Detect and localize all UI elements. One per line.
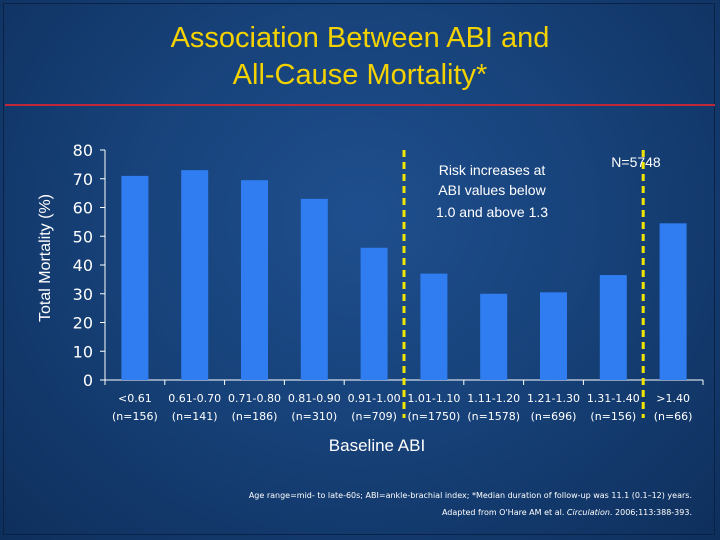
x-tick-label-1: <0.61 [118, 392, 152, 405]
y-tick-label-10: 10 [73, 342, 93, 361]
y-tick-label-80: 80 [73, 141, 93, 160]
x-count-label-4: (n=310) [291, 410, 337, 423]
footnote-line-1: Age range=mid- to late-60s; ABI=ankle-br… [248, 491, 692, 500]
bar-6 [420, 273, 448, 380]
x-count-label-3: (n=186) [232, 410, 278, 423]
bar-2 [181, 170, 209, 380]
x-tick-label-10: >1.40 [656, 392, 690, 405]
y-tick-label-60: 60 [73, 199, 93, 218]
reference-lines [402, 150, 645, 418]
x-count-label-2: (n=141) [172, 410, 218, 423]
y-tick-label-40: 40 [73, 256, 93, 275]
x-tick-label-8: 1.21-1.30 [527, 392, 580, 405]
title-line-1: Association Between ABI and [170, 22, 550, 54]
y-tick-label-70: 70 [73, 170, 93, 189]
bars [121, 170, 687, 380]
bar-8 [540, 292, 567, 380]
x-tick-labels: <0.61 (n=156) 0.61-0.70 (n=141) 0.71-0.80 (n=… [112, 392, 692, 423]
annotation-line-1: Risk increases at [439, 162, 546, 178]
x-count-label-5: (n=709) [351, 410, 397, 423]
footnote-line-2: Adapted from O'Hare AM et al. Circulatio… [172, 504, 692, 521]
title-line-2: All-Cause Mortality* [232, 59, 488, 91]
slide-frame [3, 3, 715, 535]
slide-title: Association Between ABI and All-Cause Mo… [60, 20, 660, 94]
annotation-line-2: ABI values below [438, 182, 546, 198]
footnote: Age range=mid- to late-60s; ABI=ankle-br… [172, 487, 692, 521]
bar-9 [599, 275, 627, 380]
footnote-citation-prefix: Adapted from O'Hare AM et al. [441, 508, 567, 517]
x-tick-label-4: 0.81-0.90 [288, 392, 341, 405]
bar-7 [480, 293, 508, 380]
x-tick-label-6: 1.01-1.10 [407, 392, 460, 405]
bar-10 [659, 223, 687, 380]
y-axis-label: Total Mortality (%) [37, 194, 54, 322]
x-count-label-9: (n=156) [590, 410, 636, 423]
y-tick-label-0: 0 [83, 371, 93, 390]
x-axis-label: Baseline ABI [329, 436, 425, 455]
x-count-label-10: (n=66) [654, 410, 693, 423]
y-tick-labels: 0 10 20 30 40 50 60 70 80 [73, 141, 93, 390]
bar-1 [121, 175, 149, 380]
x-tick-label-9: 1.31-1.40 [587, 392, 640, 405]
y-tick-label-20: 20 [73, 314, 93, 333]
footnote-citation-suffix: . 2006;113:388-393. [609, 508, 692, 517]
x-count-label-1: (n=156) [112, 410, 158, 423]
footnote-journal: Circulation [566, 508, 610, 517]
bar-3 [241, 180, 268, 380]
x-tick-label-2: 0.61-0.70 [168, 392, 221, 405]
sample-size-label: N=5748 [611, 154, 661, 170]
y-tick-label-50: 50 [73, 227, 93, 246]
bar-4 [300, 198, 328, 380]
x-tick-label-5: 0.91-1.00 [348, 392, 401, 405]
y-tick-label-30: 30 [73, 285, 93, 304]
title-divider [5, 104, 715, 106]
bar-5 [360, 247, 388, 380]
annotation-line-3: 1.0 and above 1.3 [436, 204, 548, 220]
x-count-label-8: (n=696) [531, 410, 577, 423]
x-tick-label-3: 0.71-0.80 [228, 392, 281, 405]
x-tick-label-7: 1.11-1.20 [467, 392, 520, 405]
x-count-label-7: (n=1578) [467, 410, 520, 423]
x-count-label-6: (n=1750) [408, 410, 461, 423]
